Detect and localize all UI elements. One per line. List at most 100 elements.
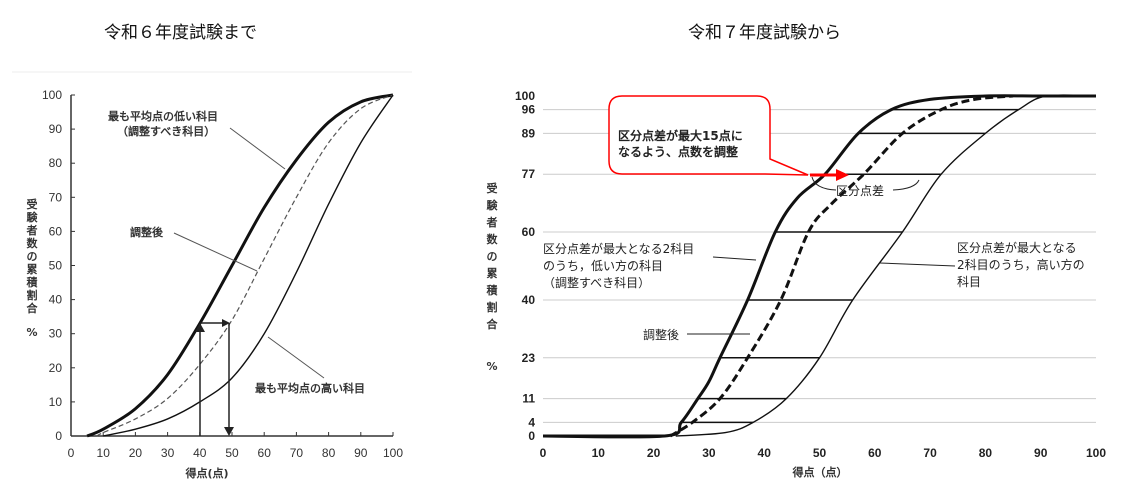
y-label-char: 数 — [27, 236, 39, 250]
y-tick-label: 77 — [522, 167, 536, 181]
right-series-2 — [675, 94, 1097, 437]
x-tick-label: 10 — [592, 446, 606, 460]
y-tick-label: 90 — [49, 122, 63, 136]
y-label-char: 者 — [26, 223, 38, 237]
x-tick-label: 20 — [647, 446, 661, 460]
red-callout: 区分点差が最大15点に なるよう、点数を調整 — [608, 95, 849, 181]
y-label-char: の — [27, 250, 38, 263]
chart-title-left: 令和６年度試験まで — [104, 23, 257, 43]
y-label-unit: % — [26, 326, 37, 339]
y-tick-label: 40 — [49, 293, 63, 307]
y-label-char: の — [487, 250, 498, 263]
leader-line-high-right — [879, 262, 956, 267]
x-tick-label: 100 — [383, 446, 403, 460]
callout-line-2: なるよう、点数を調整 — [618, 144, 738, 159]
x-tick-label: 20 — [129, 446, 143, 460]
y-tick-label: 30 — [49, 327, 63, 341]
y-tick-label: 89 — [522, 126, 536, 140]
right-series-1 — [669, 94, 1014, 438]
right-x-axis-label: 得点（点） — [792, 465, 848, 479]
red-arrow-head — [836, 169, 849, 181]
y-tick-label: 96 — [522, 103, 536, 117]
y-label-char: 割 — [27, 288, 38, 302]
arrow-down-head — [224, 427, 234, 436]
left-chart: 0 10 20 30 40 50 60 70 80 90 100 0 10 20 30 40 50 60 70 80 9… — [12, 71, 412, 480]
y-tick-label: 0 — [55, 429, 62, 443]
chart-title-right: 令和７年度試験から — [688, 23, 841, 43]
label-low-subject-1: 区分点差が最大となる2科目 — [543, 241, 694, 256]
label-low-subject-note: （調整すべき科目） — [117, 124, 215, 138]
label-high-subject-2: 2科目のうち，高い方の — [957, 257, 1085, 272]
y-label-char: 数 — [487, 232, 499, 246]
y-tick-label: 40 — [522, 293, 536, 307]
y-tick-label: 11 — [522, 392, 535, 406]
y-tick-label: 100 — [515, 89, 535, 103]
left-series-1 — [96, 94, 394, 437]
y-label-char: 受 — [27, 197, 38, 211]
y-tick-label: 0 — [528, 429, 535, 443]
left-x-axis-label: 得点(点) — [184, 466, 228, 480]
y-label-char: 験 — [27, 210, 39, 224]
y-label-char: 受 — [487, 181, 498, 195]
label-high-subject-3: 科目 — [957, 275, 981, 289]
label-adjusted: 調整後 — [130, 225, 164, 239]
x-tick-label: 70 — [290, 446, 304, 460]
x-tick-label: 80 — [322, 446, 336, 460]
leader-line-low-right — [712, 256, 757, 261]
left-axes: 0 10 20 30 40 50 60 70 80 90 100 0 10 20 30 40 50 60 70 80 9… — [42, 88, 403, 460]
y-label-char: 合 — [487, 317, 499, 331]
x-tick-label: 70 — [923, 446, 937, 460]
callout-box — [608, 95, 809, 176]
y-tick-label: 60 — [49, 224, 63, 238]
left-series-2 — [103, 94, 394, 437]
x-tick-label: 30 — [161, 446, 175, 460]
left-series — [86, 93, 394, 438]
x-tick-label: 40 — [193, 446, 207, 460]
x-tick-label: 30 — [702, 446, 716, 460]
x-tick-label: 100 — [1086, 446, 1106, 460]
label-adjusted-right: 調整後 — [643, 327, 679, 342]
left-series-0 — [86, 93, 394, 438]
y-label-char: 割 — [487, 300, 498, 314]
x-tick-label: 60 — [868, 446, 882, 460]
y-label-char: 累 — [27, 263, 38, 276]
x-tick-label: 0 — [68, 446, 75, 460]
x-tick-label: 60 — [258, 446, 272, 460]
y-tick-label: 60 — [522, 225, 536, 239]
y-label-char: 積 — [26, 275, 39, 289]
y-tick-label: 80 — [49, 156, 63, 170]
y-label-char: 累 — [487, 267, 498, 280]
y-tick-label: 23 — [522, 351, 536, 365]
label-low-subject: 最も平均点の低い科目 — [108, 109, 218, 123]
x-tick-label: 50 — [225, 446, 239, 460]
arrow-up-head — [195, 323, 205, 332]
leader-line-adjusted — [173, 232, 258, 272]
arrow-right-head — [222, 319, 230, 327]
y-tick-label: 20 — [49, 361, 63, 375]
x-tick-label: 0 — [540, 446, 547, 460]
leader-line-high — [267, 336, 325, 379]
right-series — [542, 94, 1097, 439]
y-tick-label: 100 — [42, 88, 62, 102]
y-label-unit: % — [486, 360, 497, 373]
right-axes: 0 10 20 30 40 50 60 70 80 90 100041123406077899610… — [515, 89, 1106, 460]
y-tick-label: 70 — [49, 190, 63, 204]
x-tick-label: 10 — [97, 446, 111, 460]
y-tick-label: 10 — [49, 395, 63, 409]
x-tick-label: 90 — [1034, 446, 1048, 460]
leader-line-low — [229, 127, 286, 170]
y-tick-label: 4 — [528, 415, 535, 429]
y-label-char: 積 — [486, 283, 499, 297]
y-label-char: 者 — [486, 215, 498, 229]
callout-line-1: 区分点差が最大15点に — [618, 128, 743, 143]
x-tick-label: 50 — [813, 446, 827, 460]
right-chart: 0 10 20 30 40 50 60 70 80 90 100041123406077899610… — [486, 89, 1107, 479]
label-difference: 区分点差 — [836, 184, 884, 198]
x-tick-label: 90 — [354, 446, 368, 460]
difference-brace — [811, 176, 920, 191]
x-tick-label: 80 — [979, 446, 993, 460]
x-tick-label: 40 — [758, 446, 772, 460]
